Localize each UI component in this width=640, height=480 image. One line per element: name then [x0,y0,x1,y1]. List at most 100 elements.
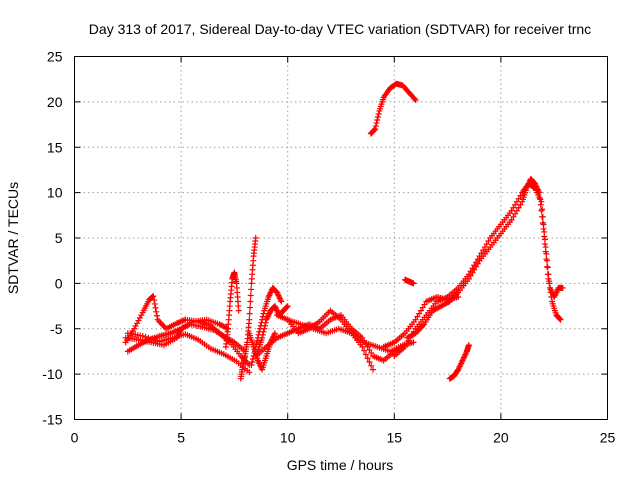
data-point [259,331,266,338]
data-point [419,304,426,311]
data-point [412,316,419,323]
data-point [139,333,146,340]
data-point [249,356,256,362]
data-point [132,323,139,330]
data-point [417,307,424,314]
data-point [512,201,519,208]
data-point [559,284,566,291]
data-point [409,331,416,338]
x-tick-label: 0 [71,430,79,446]
data-point [421,301,428,308]
y-tick-label: -10 [42,366,62,382]
data-point [510,213,517,220]
data-point [364,343,371,350]
series-track-p [391,180,566,359]
data-point [481,244,488,251]
data-point [544,263,551,270]
data-point [455,293,462,300]
data-point [410,280,417,287]
x-tick-label: 25 [600,430,616,446]
data-point [471,262,478,269]
data-point [545,271,552,278]
data-point [252,235,259,241]
y-tick-label: 0 [55,275,63,291]
data-point [401,343,408,350]
data-point [508,216,515,223]
data-point [416,310,423,317]
y-tick-label: -15 [42,412,62,428]
data-point [538,198,545,205]
data-point [512,210,519,217]
data-point [247,292,254,299]
data-point [474,256,481,263]
data-point [271,330,278,337]
data-point [410,339,417,346]
data-point [153,312,160,319]
data-point [246,316,253,323]
data-point [247,304,254,311]
data-point [262,319,269,326]
data-point [411,95,418,102]
data-point [510,204,517,211]
data-point [373,120,380,127]
data-point [249,359,256,366]
data-point [407,334,414,341]
data-point [248,286,255,293]
data-point [469,265,476,272]
data-point [247,298,254,305]
data-point [235,307,242,314]
x-tick-label: 20 [493,430,509,446]
series-track-r [446,342,472,382]
y-tick-label: -5 [50,321,63,337]
data-point [374,117,381,124]
data-point [405,337,412,344]
y-tick-label: 10 [47,185,63,201]
y-tick-label: 20 [47,94,63,110]
data-point [541,236,548,243]
y-tick-label: 15 [47,139,63,155]
data-point [371,126,378,133]
series-track-n [401,276,417,287]
data-point [539,213,546,220]
data-point [148,335,155,342]
data-point [541,228,548,235]
y-tick-label: 5 [55,230,63,246]
series-track-q [380,293,462,350]
series-track-h [254,303,291,355]
data-point [374,114,381,120]
data-point [530,184,537,191]
data-point [540,221,547,228]
data-point [362,351,369,358]
series-track-i [246,330,278,373]
data-point [467,268,474,275]
data-point [543,250,550,257]
series-track-o [404,176,564,341]
data-point [513,207,520,214]
data-point [149,293,156,300]
chart-title: Day 313 of 2017, Sidereal Day-to-day VTE… [89,21,591,37]
data-point [151,297,158,304]
x-tick-label: 5 [177,430,185,446]
data-point [412,97,419,104]
data-point [465,342,472,349]
data-point [278,298,285,305]
data-point [151,300,158,307]
data-point [136,314,143,321]
x-tick-label: 10 [280,430,296,446]
data-point [473,259,480,266]
series-track-a [122,293,253,369]
data-point [537,201,544,208]
data-point [368,362,375,369]
data-point [261,322,268,329]
data-point [254,337,261,344]
data-point [517,192,524,199]
x-tick-label: 15 [387,430,403,446]
data-point [485,238,492,245]
data-point [544,264,551,271]
data-point [246,310,253,317]
data-point [259,334,266,341]
data-point [557,316,564,323]
data-point [515,204,522,211]
series-track-l [284,316,417,355]
data-point [546,278,553,285]
